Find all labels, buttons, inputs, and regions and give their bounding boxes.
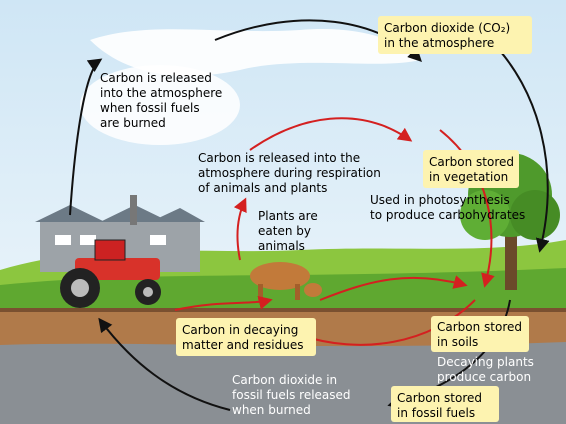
label-line: Carbon stored bbox=[437, 320, 522, 334]
label-line: produce carbon bbox=[437, 370, 531, 384]
label-line: Carbon dioxide (CO₂) bbox=[384, 21, 510, 35]
label-line: Carbon is released bbox=[100, 71, 212, 85]
label-line: in soils bbox=[437, 335, 478, 349]
label-line: animals bbox=[258, 239, 305, 253]
label-line: atmosphere during respiration bbox=[198, 166, 381, 180]
label-line: when fossil fuels bbox=[100, 101, 200, 115]
label-line: eaten by bbox=[258, 224, 311, 238]
label-line: of animals and plants bbox=[198, 181, 327, 195]
carbon-cycle: Carbon dioxide (CO₂)in the atmosphere Car… bbox=[0, 0, 566, 424]
label-line: when burned bbox=[232, 403, 311, 417]
label-line: in fossil fuels bbox=[397, 406, 475, 420]
label-line: in the atmosphere bbox=[384, 36, 494, 50]
label-line: Carbon dioxide in bbox=[232, 373, 337, 387]
label-line: Plants are bbox=[258, 209, 318, 223]
label-line: into the atmosphere bbox=[100, 86, 222, 100]
label-line: Used in photosynthesis bbox=[370, 193, 510, 207]
label-line: Carbon stored bbox=[429, 155, 514, 169]
label-line: to produce carbohydrates bbox=[370, 208, 525, 222]
label-line: fossil fuels released bbox=[232, 388, 351, 402]
label-line: Decaying plants bbox=[437, 355, 534, 369]
label-line: Carbon in decaying bbox=[182, 323, 298, 337]
label-line: Carbon is released into the bbox=[198, 151, 360, 165]
label-line: matter and residues bbox=[182, 338, 303, 352]
label-line: are burned bbox=[100, 116, 166, 130]
label-line: in vegetation bbox=[429, 170, 508, 184]
label-line: Carbon stored bbox=[397, 391, 482, 405]
